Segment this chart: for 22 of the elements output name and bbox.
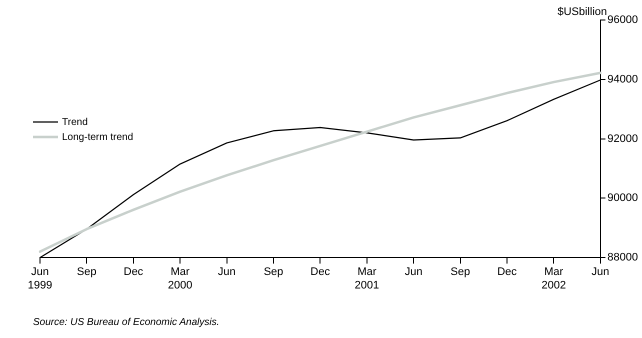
- x-tick-label: Jun: [592, 266, 610, 278]
- y-tick-label: 94000: [607, 73, 638, 86]
- source-note: Source: US Bureau of Economic Analysis.: [33, 316, 220, 328]
- y-tick-label: 90000: [607, 192, 638, 204]
- y-axis-title: $USbillion: [557, 6, 607, 18]
- x-tick-label: Dec: [124, 266, 144, 278]
- x-tick-label: Dec: [310, 266, 330, 278]
- x-tick-label: Sep: [264, 266, 284, 278]
- x-tick-label: Jun: [404, 266, 422, 278]
- x-tick-label: Mar 2000: [168, 266, 192, 292]
- y-tick-label: 88000: [607, 252, 638, 264]
- x-tick-label: Jun: [218, 266, 236, 278]
- x-tick-label: Sep: [450, 266, 470, 278]
- x-tick-label: Jun 1999: [28, 266, 52, 292]
- x-tick-label: Sep: [76, 266, 96, 278]
- x-tick-label: Mar 2001: [354, 266, 380, 292]
- x-tick-label: Dec: [497, 266, 518, 278]
- legend-label: Long-term trend: [62, 132, 134, 143]
- x-tick-label: Mar 2002: [541, 266, 566, 292]
- legend-label: Trend: [62, 116, 88, 128]
- y-tick-label: 92000: [607, 132, 638, 145]
- y-tick-label: 96000: [607, 14, 638, 26]
